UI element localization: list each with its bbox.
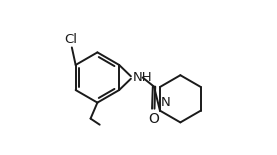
Text: N: N	[160, 96, 170, 109]
Text: NH: NH	[132, 71, 152, 84]
Text: O: O	[148, 112, 159, 126]
Text: Cl: Cl	[65, 33, 78, 46]
